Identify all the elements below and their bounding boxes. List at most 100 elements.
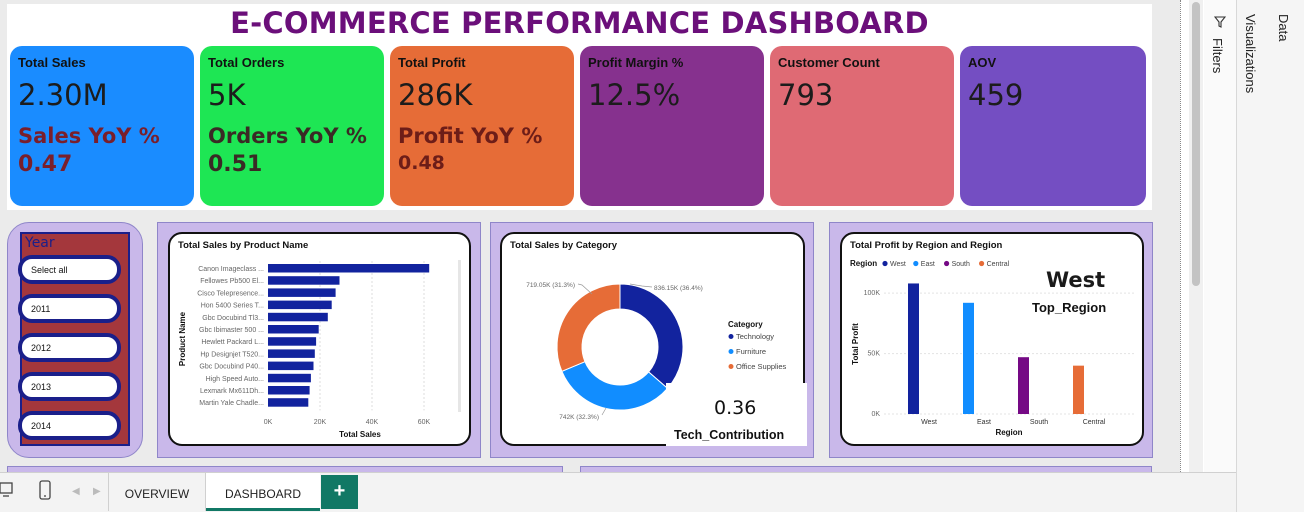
slicer-item-2012[interactable]: 2012 [18,333,121,362]
y-tick-label: Gbc Ibimaster 500 ... [199,327,264,334]
product-chart-card[interactable]: Total Sales by Product Name 0K 20K 40K 60K C… [168,232,471,446]
vertical-scrollbar[interactable] [1189,0,1203,472]
kpi-label: Total Sales [18,55,86,70]
y-tick-label: Hon 5400 Series T... [201,303,264,310]
kpi-card-total-profit[interactable]: Total Profit 286K Profit YoY % 0.48 [390,46,574,206]
y-tick-label: 100K [864,290,881,297]
kpi-value: 793 [778,78,834,112]
next-page-icon[interactable]: ▶ [93,486,101,497]
bar [268,288,336,297]
y-tick-label: High Speed Auto... [206,376,264,383]
legend-label: West [890,261,906,268]
slicer-item-2013[interactable]: 2013 [18,372,121,401]
y-tick-label: Hp Designjet T520... [200,351,264,358]
slicer-item-2011[interactable]: 2011 [18,294,121,323]
leader-line [601,407,607,416]
bar [268,373,311,383]
legend-label: Office Supplies [736,362,787,371]
y-tick-label: Lexmark Mx611Dh... [200,388,264,395]
bar [268,361,314,371]
tab-dashboard[interactable]: DASHBOARD [206,473,320,511]
donut-slice [556,283,621,372]
bar [963,302,974,414]
report-canvas: E-COMMERCE PERFORMANCE DASHBOARD Total S… [0,0,1180,472]
data-label: 836.15K (36.4%) [654,285,703,292]
top-region-label: Top_Region [1032,300,1107,315]
legend-marker [728,349,734,354]
data-pane-toggle[interactable]: Data [1276,14,1291,42]
y-tick-label: Fellowes Pb500 El... [200,278,264,285]
legend-label: Central [987,261,1010,268]
tech-contribution-value: 0.36 [714,397,757,419]
x-tick-label: 60K [418,419,431,426]
x-tick-label: Central [1083,419,1106,426]
canvas-edge [1180,0,1181,472]
x-tick-label: 20K [314,419,327,426]
leader-line [577,283,593,295]
donut-slice [619,283,684,390]
category-chart-card[interactable]: Total Sales by Category 836.15K (36.4%) 7… [500,232,807,446]
kpi-label: Total Profit [398,55,466,70]
data-label: 719.05K (31.3%) [526,282,575,289]
slicer-item-2014[interactable]: 2014 [18,411,121,440]
chart-title: Total Sales by Category [510,240,617,251]
legend-marker [882,260,888,267]
kpi-label: Customer Count [778,55,880,70]
y-tick-label: 50K [868,351,881,358]
legend-marker [944,260,950,267]
legend-title: Category [728,320,763,329]
leader-line [629,283,653,288]
legend-marker [728,334,734,339]
filter-icon[interactable] [1213,16,1227,31]
region-bar-chart: 100K 50K 0K West East South Central Region Total… [850,259,1134,437]
kpi-yoy-value: 0.47 [18,152,73,177]
bar [268,300,332,310]
kpi-card-customer-count[interactable]: Customer Count 793 [770,46,954,206]
region-chart-card[interactable]: Total Profit by Region and Region 100K 50… [840,232,1144,446]
prev-page-icon[interactable]: ◀ [72,486,80,497]
bar [268,349,315,358]
bar [268,312,328,322]
bar [1073,365,1084,414]
kpi-card-total-orders[interactable]: Total Orders 5K Orders YoY % 0.51 [200,46,384,206]
desktop-view-icon[interactable] [0,480,14,500]
kpi-yoy-value: 0.48 [398,152,445,174]
tab-overview[interactable]: OVERVIEW [108,473,206,511]
y-axis-title: Product Name [178,311,187,366]
kpi-value: 286K [398,78,473,112]
x-tick-label: South [1030,419,1048,426]
tech-contribution-label: Tech_Contribution [674,428,785,442]
category-donut-chart: 836.15K (36.4%) 742K (32.3%) 719.05K (31.3… [526,282,787,421]
kpi-label: Total Orders [208,55,285,70]
kpi-yoy-label: Profit YoY % [398,124,543,148]
tech-contribution-card[interactable]: 0.36 Tech_Contribution [666,383,807,446]
kpi-value: 12.5% [588,78,681,112]
y-tick-label: Gbc Docubind Tl3... [202,315,264,322]
bar [908,283,919,414]
legend-title: Region [850,259,877,268]
kpi-card-aov[interactable]: AOV 459 [960,46,1146,206]
legend-marker [913,260,919,267]
filter-gutter [1204,0,1236,472]
kpi-value: 5K [208,78,246,112]
bar [268,325,319,334]
y-tick-label: Martin Yale Chadle... [199,400,264,407]
x-tick-label: East [977,419,991,426]
legend-marker [979,260,985,267]
visualizations-pane-toggle[interactable]: Visualizations [1243,14,1258,94]
y-tick-label: Hewlett Packard L... [201,339,264,346]
y-tick-label: Gbc Docubind P40... [199,364,264,371]
slicer-title: Year [25,235,55,251]
y-axis-title: Total Profit [851,323,860,365]
mobile-view-icon[interactable] [38,480,52,502]
kpi-card-total-sales[interactable]: Total Sales 2.30M Sales YoY % 0.47 [10,46,194,206]
kpi-value: 459 [968,78,1024,112]
kpi-yoy-label: Sales YoY % [18,124,160,148]
bottom-right-visual [580,466,1152,472]
filters-pane-toggle[interactable]: Filters [1210,38,1225,74]
scrollbar-thumb[interactable] [1192,2,1200,286]
add-page-button[interactable]: + [321,475,358,509]
x-tick-label: 40K [366,419,379,426]
slicer-item-select-all[interactable]: Select all [18,255,121,284]
kpi-card-profit-margin[interactable]: Profit Margin % 12.5% [580,46,764,206]
